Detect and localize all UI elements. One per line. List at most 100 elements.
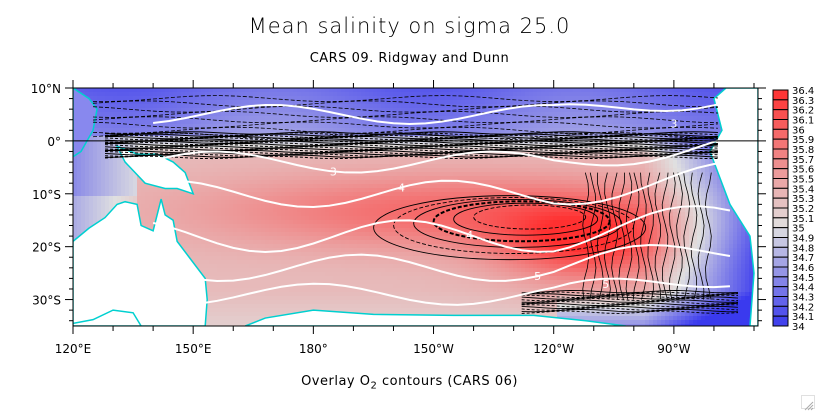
salinity-cell <box>277 200 281 204</box>
salinity-cell <box>289 212 293 216</box>
salinity-cell <box>73 188 77 192</box>
salinity-cell <box>285 240 289 244</box>
salinity-cell <box>229 164 233 168</box>
salinity-cell <box>317 260 321 264</box>
salinity-cell <box>297 220 301 224</box>
salinity-cell <box>77 152 81 156</box>
salinity-cell <box>257 156 261 160</box>
salinity-cell <box>237 228 241 232</box>
salinity-cell <box>77 88 81 92</box>
salinity-cell <box>321 248 325 252</box>
salinity-cell <box>361 140 365 144</box>
salinity-cell <box>217 304 221 308</box>
salinity-cell <box>293 288 297 292</box>
salinity-cell <box>241 308 245 312</box>
salinity-cell <box>249 224 253 228</box>
salinity-cell <box>265 92 269 96</box>
salinity-cell <box>357 220 361 224</box>
salinity-cell <box>345 180 349 184</box>
salinity-cell <box>241 240 245 244</box>
salinity-cell <box>381 96 385 100</box>
salinity-cell <box>381 104 385 108</box>
salinity-cell <box>309 244 313 248</box>
salinity-cell <box>221 116 225 120</box>
salinity-cell <box>393 156 397 160</box>
salinity-cell <box>405 112 409 116</box>
salinity-cell <box>249 212 253 216</box>
salinity-cell <box>381 100 385 104</box>
salinity-cell <box>245 216 249 220</box>
salinity-cell <box>273 244 277 248</box>
salinity-cell <box>353 196 357 200</box>
salinity-cell <box>373 272 377 276</box>
salinity-cell <box>261 112 265 116</box>
salinity-cell <box>401 232 405 236</box>
salinity-cell <box>117 180 121 184</box>
salinity-cell <box>333 216 337 220</box>
salinity-cell <box>201 184 205 188</box>
salinity-cell <box>317 284 321 288</box>
salinity-cell <box>157 152 161 156</box>
salinity-cell <box>229 220 233 224</box>
salinity-cell <box>373 204 377 208</box>
salinity-cell <box>345 216 349 220</box>
salinity-cell <box>369 200 373 204</box>
salinity-cell <box>245 196 249 200</box>
salinity-cell <box>277 216 281 220</box>
salinity-cell <box>301 276 305 280</box>
salinity-cell <box>209 252 213 256</box>
salinity-cell <box>129 180 133 184</box>
salinity-cell <box>189 224 193 228</box>
salinity-cell <box>217 180 221 184</box>
salinity-cell <box>253 152 257 156</box>
salinity-cell <box>113 108 117 112</box>
salinity-cell <box>385 180 389 184</box>
salinity-cell <box>325 276 329 280</box>
salinity-cell <box>361 176 365 180</box>
salinity-cell <box>205 276 209 280</box>
salinity-cell <box>213 116 217 120</box>
salinity-cell <box>189 176 193 180</box>
salinity-cell <box>337 220 341 224</box>
salinity-cell <box>353 180 357 184</box>
salinity-cell <box>321 284 325 288</box>
salinity-cell <box>373 216 377 220</box>
salinity-cell <box>193 224 197 228</box>
salinity-cell <box>297 300 301 304</box>
salinity-cell <box>97 112 101 116</box>
salinity-cell <box>305 268 309 272</box>
salinity-cell <box>193 172 197 176</box>
salinity-cell <box>213 280 217 284</box>
salinity-cell <box>389 204 393 208</box>
salinity-cell <box>269 160 273 164</box>
salinity-cell <box>317 236 321 240</box>
salinity-cell <box>369 296 373 300</box>
salinity-cell <box>161 116 165 120</box>
salinity-cell <box>329 212 333 216</box>
salinity-cell <box>313 216 317 220</box>
salinity-cell <box>377 188 381 192</box>
salinity-cell <box>197 152 201 156</box>
salinity-cell <box>245 272 249 276</box>
salinity-cell <box>285 140 289 144</box>
salinity-cell <box>265 260 269 264</box>
salinity-cell <box>109 196 113 200</box>
salinity-cell <box>325 140 329 144</box>
salinity-cell <box>389 168 393 172</box>
salinity-cell <box>337 140 341 144</box>
salinity-cell <box>377 136 381 140</box>
salinity-cell <box>373 288 377 292</box>
salinity-cell <box>253 176 257 180</box>
salinity-cell <box>341 160 345 164</box>
salinity-cell <box>205 268 209 272</box>
salinity-cell <box>365 100 369 104</box>
salinity-cell <box>365 260 369 264</box>
salinity-cell <box>265 252 269 256</box>
salinity-cell <box>349 88 353 92</box>
salinity-cell <box>313 172 317 176</box>
salinity-cell <box>377 240 381 244</box>
salinity-cell <box>221 152 225 156</box>
salinity-cell <box>353 188 357 192</box>
salinity-cell <box>241 212 245 216</box>
salinity-cell <box>81 180 85 184</box>
